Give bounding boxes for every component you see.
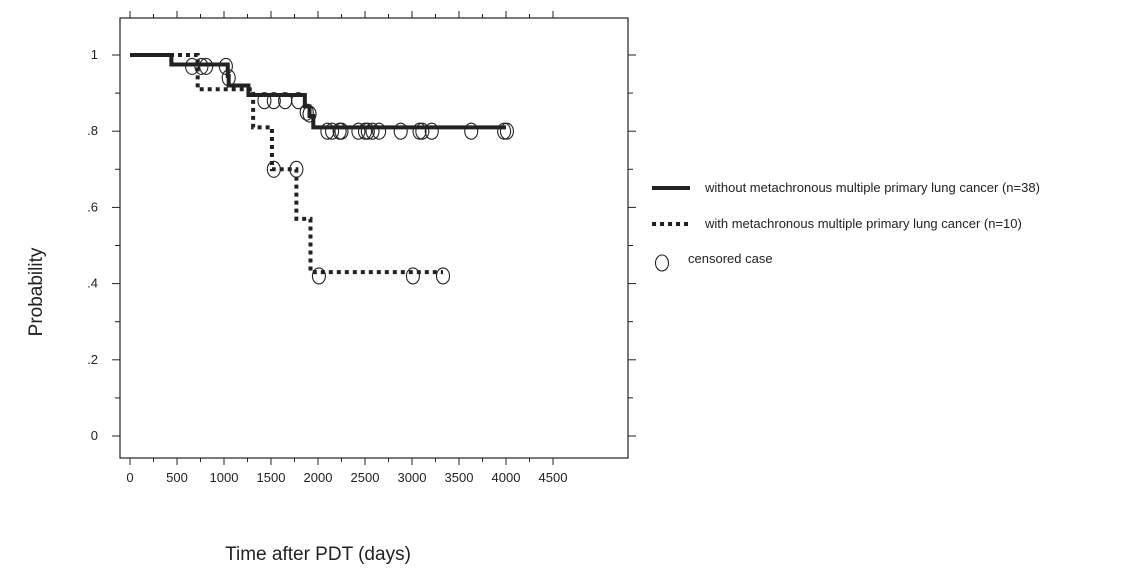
censored-marker-without: [320, 122, 335, 140]
y-tick-label: .8: [87, 123, 98, 138]
y-tick-label: .6: [87, 199, 98, 214]
censored-marker-without: [393, 122, 408, 140]
x-axis-title: Time after PDT (days): [225, 544, 411, 565]
legend-label-with: with metachronous multiple primary lung …: [704, 216, 1022, 231]
censored-marker-without: [194, 57, 209, 75]
censored-marker-without: [365, 122, 380, 140]
y-tick-label: .2: [87, 352, 98, 367]
censored-marker-without: [499, 122, 514, 140]
censored-marker-without: [424, 122, 439, 140]
censored-marker-without: [184, 57, 200, 75]
legend-label-censored: censored case: [688, 251, 773, 266]
censored-marker-with: [435, 267, 451, 285]
censored-marker-with: [311, 267, 326, 285]
censored-marker-without: [497, 122, 512, 140]
censored-marker-without: [299, 103, 314, 121]
y-tick-label: 1: [91, 47, 98, 62]
x-tick-label: 4000: [492, 470, 521, 485]
legend-label-without: without metachronous multiple primary lu…: [704, 180, 1040, 195]
series-line-without: [130, 53, 506, 130]
censored-marker-without: [351, 122, 366, 140]
x-tick-label: 4500: [539, 470, 568, 485]
censored-marker-with: [266, 160, 281, 178]
censor-layer: [184, 57, 514, 285]
series-layer: [130, 53, 506, 275]
censored-marker-without: [266, 92, 281, 110]
x-tick-label: 3500: [445, 470, 474, 485]
x-tick-label: 2000: [304, 470, 333, 485]
plot-area-frame: [119, 17, 629, 459]
x-tick-label: 1000: [210, 470, 239, 485]
censored-marker-without: [291, 92, 306, 110]
censored-marker-without: [357, 122, 373, 140]
legend: without metachronous multiple primary lu…: [652, 180, 1040, 272]
y-axis-ticks: 0 .2 .4 .6 .8 1: [87, 47, 636, 443]
series-line-with: [130, 53, 444, 275]
censored-marker-without: [221, 69, 236, 87]
x-axis-ticks: 0 500 1000 1500 2000 2500 3000 3500 4000 4500: [126, 11, 567, 485]
censored-marker-without: [334, 122, 349, 140]
censored-marker-without: [302, 105, 317, 123]
x-tick-label: 500: [166, 470, 188, 485]
x-tick-label: 0: [126, 470, 133, 485]
censored-marker-with: [405, 267, 420, 285]
censored-marker-without: [325, 122, 340, 140]
x-tick-label: 2500: [351, 470, 380, 485]
censored-marker-without: [360, 122, 375, 140]
censored-marker-without: [412, 122, 427, 140]
x-tick-label: 3000: [398, 470, 427, 485]
x-tick-label: 1500: [257, 470, 286, 485]
censored-marker-without: [218, 57, 233, 75]
censored-marker-without: [415, 122, 430, 140]
y-axis-title: Probability: [26, 247, 47, 336]
censored-marker-without: [464, 122, 479, 140]
censored-marker-with: [289, 160, 304, 178]
censored-marker-without: [199, 57, 214, 75]
censored-marker-without: [257, 92, 272, 110]
y-tick-label: 0: [91, 428, 98, 443]
censored-marker-without: [372, 122, 387, 140]
legend-censored-marker: [654, 254, 670, 272]
y-tick-label: .4: [87, 276, 98, 291]
